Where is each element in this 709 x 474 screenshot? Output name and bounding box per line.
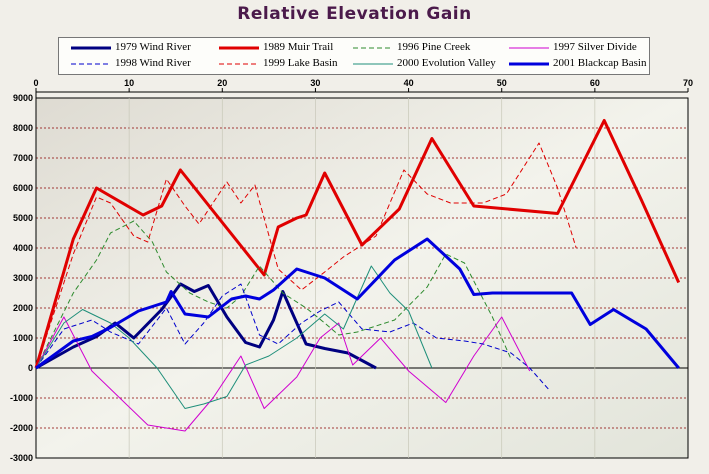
y-tick-label: 3000 <box>13 273 33 283</box>
x-tick-label: 0 <box>33 78 38 88</box>
series-lines <box>34 119 681 432</box>
y-tick-label: 9000 <box>13 93 33 103</box>
legend-label: 1999 Lake Basin <box>263 57 338 69</box>
series-line-1989-muir-trail <box>34 119 681 369</box>
legend-label: 1997 Silver Divide <box>553 41 637 53</box>
series-line-1996-pine-creek <box>35 220 512 369</box>
x-tick-label: 30 <box>310 78 320 88</box>
x-tick-label: 50 <box>497 78 507 88</box>
legend-label: 1998 Wind River <box>115 57 191 69</box>
series-line-1979-wind-river <box>35 282 377 370</box>
y-tick-label: 5000 <box>13 213 33 223</box>
chart-legend: 1979 Wind River 1989 Muir Trail 1996 Pin… <box>58 37 650 75</box>
legend-swatch-1998-wind-river <box>71 63 111 65</box>
x-tick-label: 70 <box>683 78 693 88</box>
x-tick-label: 60 <box>590 78 600 88</box>
series-line-1997-silver-divide <box>35 316 531 432</box>
chart-title: Relative Elevation Gain <box>237 4 472 24</box>
series-line-1999-lake-basin <box>35 142 577 369</box>
plot-area <box>35 97 689 459</box>
legend-swatch-2000-evolution-valley <box>353 63 393 65</box>
y-tick-label: 1000 <box>13 333 33 343</box>
series-line-1998-wind-river <box>35 283 549 390</box>
legend-label: 1996 Pine Creek <box>397 41 471 53</box>
y-tick-label: 8000 <box>13 123 33 133</box>
tick-labels: 0 10 20 30 40 50 60 70 -3000 -2000 -1000 0 1000 2000 3… <box>10 78 693 463</box>
y-tick-label: 0 <box>28 363 33 373</box>
legend-swatch-1979-wind-river <box>71 46 111 50</box>
series-line-2001-blackcap-basin <box>35 237 680 370</box>
legend-swatch-2001-blackcap-basin <box>509 62 549 66</box>
y-tick-label: 2000 <box>13 303 33 313</box>
y-tick-label: -2000 <box>10 423 33 433</box>
y-tick-label: 4000 <box>13 243 33 253</box>
legend-label: 1979 Wind River <box>115 41 191 53</box>
y-tick-label: 6000 <box>13 183 33 193</box>
legend-label: 2000 Evolution Valley <box>397 57 496 69</box>
x-tick-label: 10 <box>124 78 134 88</box>
legend-label: 1989 Muir Trail <box>263 41 334 53</box>
y-tick-label: 7000 <box>13 153 33 163</box>
legend-swatch-1997-silver-divide <box>509 47 549 49</box>
legend-swatch-1989-muir-trail <box>219 46 259 50</box>
x-tick-label: 20 <box>217 78 227 88</box>
x-tick-label: 40 <box>404 78 414 88</box>
legend-swatch-1996-pine-creek <box>353 47 393 49</box>
axes <box>35 88 689 458</box>
y-tick-label: -1000 <box>10 393 33 403</box>
legend-label: 2001 Blackcap Basin <box>553 57 647 69</box>
gridlines <box>36 98 688 458</box>
legend-swatch-1999-lake-basin <box>219 63 259 65</box>
y-tick-label: -3000 <box>10 453 33 463</box>
series-line-2000-evolution-valley <box>35 265 433 409</box>
